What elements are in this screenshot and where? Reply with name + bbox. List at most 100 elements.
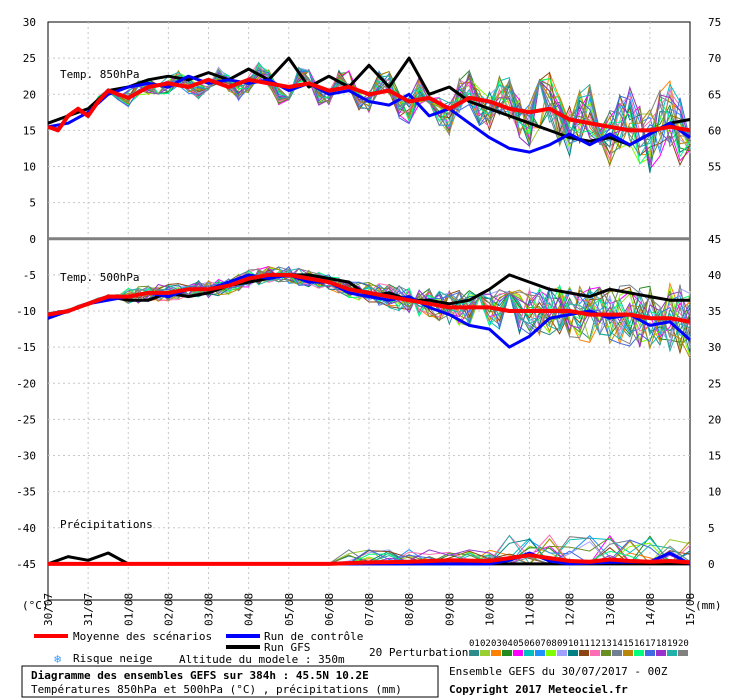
left-tick-label: -40 (16, 522, 36, 535)
perturbation-line-14-t850 (47, 67, 691, 149)
right-tick-label: 20 (708, 413, 721, 426)
left-tick-label: -20 (16, 377, 36, 390)
perturbation-legend-swatch (535, 650, 545, 656)
perturbation-legend-swatch (579, 650, 589, 656)
perturbation-legend-id: 19 (667, 639, 678, 649)
panel-label-t500: Temp. 500hPa (60, 271, 139, 284)
run-label: Ensemble GEFS du 30/07/2017 - 00Z (449, 665, 668, 678)
perturbation-legend-id: 09 (557, 639, 568, 649)
x-tick-label: 05/08 (283, 593, 296, 626)
perturbation-legend-id: 07 (535, 639, 546, 649)
right-tick-label: 30 (708, 341, 721, 354)
left-tick-label: -10 (16, 305, 36, 318)
series-line-precip (48, 553, 691, 566)
left-tick-label: 25 (23, 52, 36, 65)
perturbation-legend-swatch (612, 650, 622, 656)
legend-label-gfs: Run GFS (264, 641, 310, 654)
perturbation-legend-id: 10 (568, 639, 579, 649)
x-axis: 30/07 31/07 01/08 02/08 03/08 04/08 05/08 06/08… (42, 593, 697, 626)
series-line-t500 (47, 272, 691, 324)
perturbation-legend-id: 03 (491, 639, 502, 649)
left-tick-label: -25 (16, 413, 36, 426)
left-tick-label: 0 (29, 233, 36, 246)
x-tick-label: 12/08 (564, 593, 577, 626)
perturbation-legend-id: 05 (513, 639, 524, 649)
right-tick-label: 10 (708, 486, 721, 499)
x-tick-label: 14/08 (644, 593, 657, 626)
legend-label-control: Run de contrôle (264, 630, 363, 643)
left-unit-label: (°C) (22, 599, 49, 612)
right-tick-label: 70 (708, 52, 721, 65)
right-tick-label: 65 (708, 88, 721, 101)
perturbation-legend-swatch (656, 650, 666, 656)
right-tick-label: 25 (708, 377, 721, 390)
chart-title: Diagramme des ensembles GEFS sur 384h : … (31, 669, 369, 682)
series-line-t850 (47, 77, 691, 133)
perturbation-legend-id: 01 (469, 639, 480, 649)
x-tick-label: 01/08 (122, 593, 135, 626)
perturbation-legend: 01 02 03 04 05 06 07 08 09 10 11 12 13 14 15 16 17 18 19 20 (469, 639, 689, 656)
perturbation-legend-swatch (568, 650, 578, 656)
title-box (21, 665, 439, 698)
x-tick-label: 13/08 (604, 593, 617, 626)
right-tick-label: 35 (708, 305, 721, 318)
chart-subtitle: Températures 850hPa et 500hPa (°C) , pré… (31, 683, 402, 696)
left-axis: 30 25 20 15 10 5 0 -5 -10 -15 -20 -25 -30 -35 -40 -45 (16, 16, 36, 571)
legend: Moyenne des scénarios Run de contrôle Ru… (34, 630, 689, 666)
right-axis: 75 70 65 60 55 45 40 35 30 25 20 15 10 5 0 (708, 16, 721, 571)
right-tick-label: 55 (708, 161, 721, 174)
perturbation-legend-id: 18 (656, 639, 667, 649)
panel-label-t850: Temp. 850hPa (60, 68, 139, 81)
perturbation-legend-swatch (601, 650, 611, 656)
perturbation-legend-swatch (502, 650, 512, 656)
x-tick-label: 31/07 (82, 593, 95, 626)
right-tick-label: 40 (708, 269, 721, 282)
perturbation-legend-id: 15 (623, 639, 634, 649)
left-tick-label: 5 (29, 197, 36, 210)
perturbation-legend-swatch (524, 650, 534, 656)
altitude-label: Altitude du modele : 350m (179, 653, 345, 666)
left-tick-label: 10 (23, 161, 36, 174)
perturbation-legend-id: 13 (601, 639, 612, 649)
perturbation-legend-id: 02 (480, 639, 491, 649)
right-tick-label: 60 (708, 124, 721, 137)
perturbation-legend-swatch (667, 650, 677, 656)
perturbation-legend-id: 12 (590, 639, 601, 649)
x-tick-label: 04/08 (243, 593, 256, 626)
left-tick-label: 30 (23, 16, 36, 29)
perturbation-legend-id: 04 (502, 639, 513, 649)
perturbation-legend-id: 16 (634, 639, 645, 649)
perturbation-legend-swatch (678, 650, 688, 656)
left-tick-label: -15 (16, 341, 36, 354)
perturbation-legend-id: 20 (678, 639, 689, 649)
left-tick-label: -5 (23, 269, 36, 282)
right-tick-label: 75 (708, 16, 721, 29)
legend-label-perturbations: 20 Perturbations (369, 646, 475, 659)
perturbation-legend-swatch (634, 650, 644, 656)
x-tick-label: 02/08 (162, 593, 175, 626)
perturbation-legend-swatch (645, 650, 655, 656)
x-tick-label: 30/07 (42, 593, 55, 626)
right-tick-label: 15 (708, 450, 721, 463)
perturbation-legend-id: 14 (612, 639, 623, 649)
left-tick-label: -45 (16, 558, 36, 571)
x-tick-label: 03/08 (203, 593, 216, 626)
legend-label-snow: Risque neige (73, 652, 152, 665)
perturbation-line-20-t850 (47, 66, 691, 148)
perturbation-legend-id: 17 (645, 639, 656, 649)
x-tick-label: 10/08 (483, 593, 496, 626)
left-tick-label: -35 (16, 486, 36, 499)
x-tick-label: 09/08 (443, 593, 456, 626)
perturbation-legend-swatch (590, 650, 600, 656)
perturbation-legend-swatch (546, 650, 556, 656)
copyright-label: Copyright 2017 Meteociel.fr (449, 683, 628, 696)
perturbation-legend-id: 11 (579, 639, 590, 649)
perturbation-line-18-t850 (47, 71, 691, 166)
legend-label-mean: Moyenne des scénarios (73, 630, 212, 643)
left-tick-label: -30 (16, 450, 36, 463)
x-tick-label: 15/08 (684, 593, 697, 626)
perturbation-legend-swatch (557, 650, 567, 656)
perturbation-legend-id: 06 (524, 639, 535, 649)
main-series-lines (47, 56, 692, 566)
left-tick-label: 15 (23, 124, 36, 137)
